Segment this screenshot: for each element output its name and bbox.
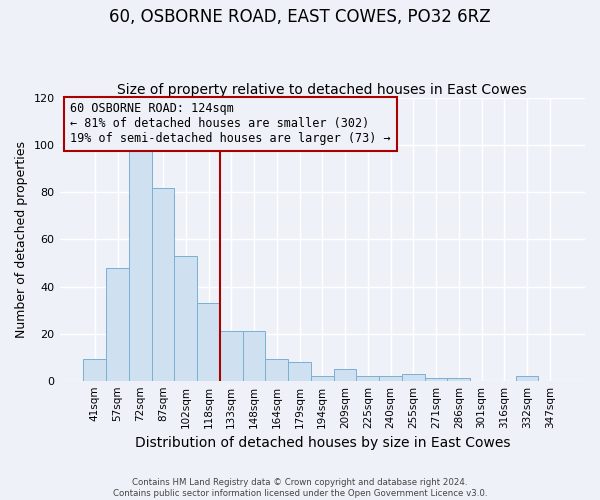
Bar <box>288 362 311 380</box>
Bar <box>83 360 106 380</box>
Bar <box>242 331 265 380</box>
Bar <box>129 146 152 380</box>
Bar <box>152 188 175 380</box>
Y-axis label: Number of detached properties: Number of detached properties <box>15 141 28 338</box>
Bar <box>402 374 425 380</box>
Bar <box>448 378 470 380</box>
Bar <box>106 268 129 380</box>
Title: Size of property relative to detached houses in East Cowes: Size of property relative to detached ho… <box>118 83 527 97</box>
Bar <box>175 256 197 380</box>
Text: 60, OSBORNE ROAD, EAST COWES, PO32 6RZ: 60, OSBORNE ROAD, EAST COWES, PO32 6RZ <box>109 8 491 26</box>
Bar <box>356 376 379 380</box>
Text: Contains HM Land Registry data © Crown copyright and database right 2024.
Contai: Contains HM Land Registry data © Crown c… <box>113 478 487 498</box>
Bar <box>334 369 356 380</box>
Bar <box>197 303 220 380</box>
Bar <box>515 376 538 380</box>
Bar <box>425 378 448 380</box>
Bar <box>311 376 334 380</box>
Bar <box>220 331 242 380</box>
X-axis label: Distribution of detached houses by size in East Cowes: Distribution of detached houses by size … <box>134 436 510 450</box>
Text: 60 OSBORNE ROAD: 124sqm
← 81% of detached houses are smaller (302)
19% of semi-d: 60 OSBORNE ROAD: 124sqm ← 81% of detache… <box>70 102 391 146</box>
Bar <box>265 360 288 380</box>
Bar <box>379 376 402 380</box>
